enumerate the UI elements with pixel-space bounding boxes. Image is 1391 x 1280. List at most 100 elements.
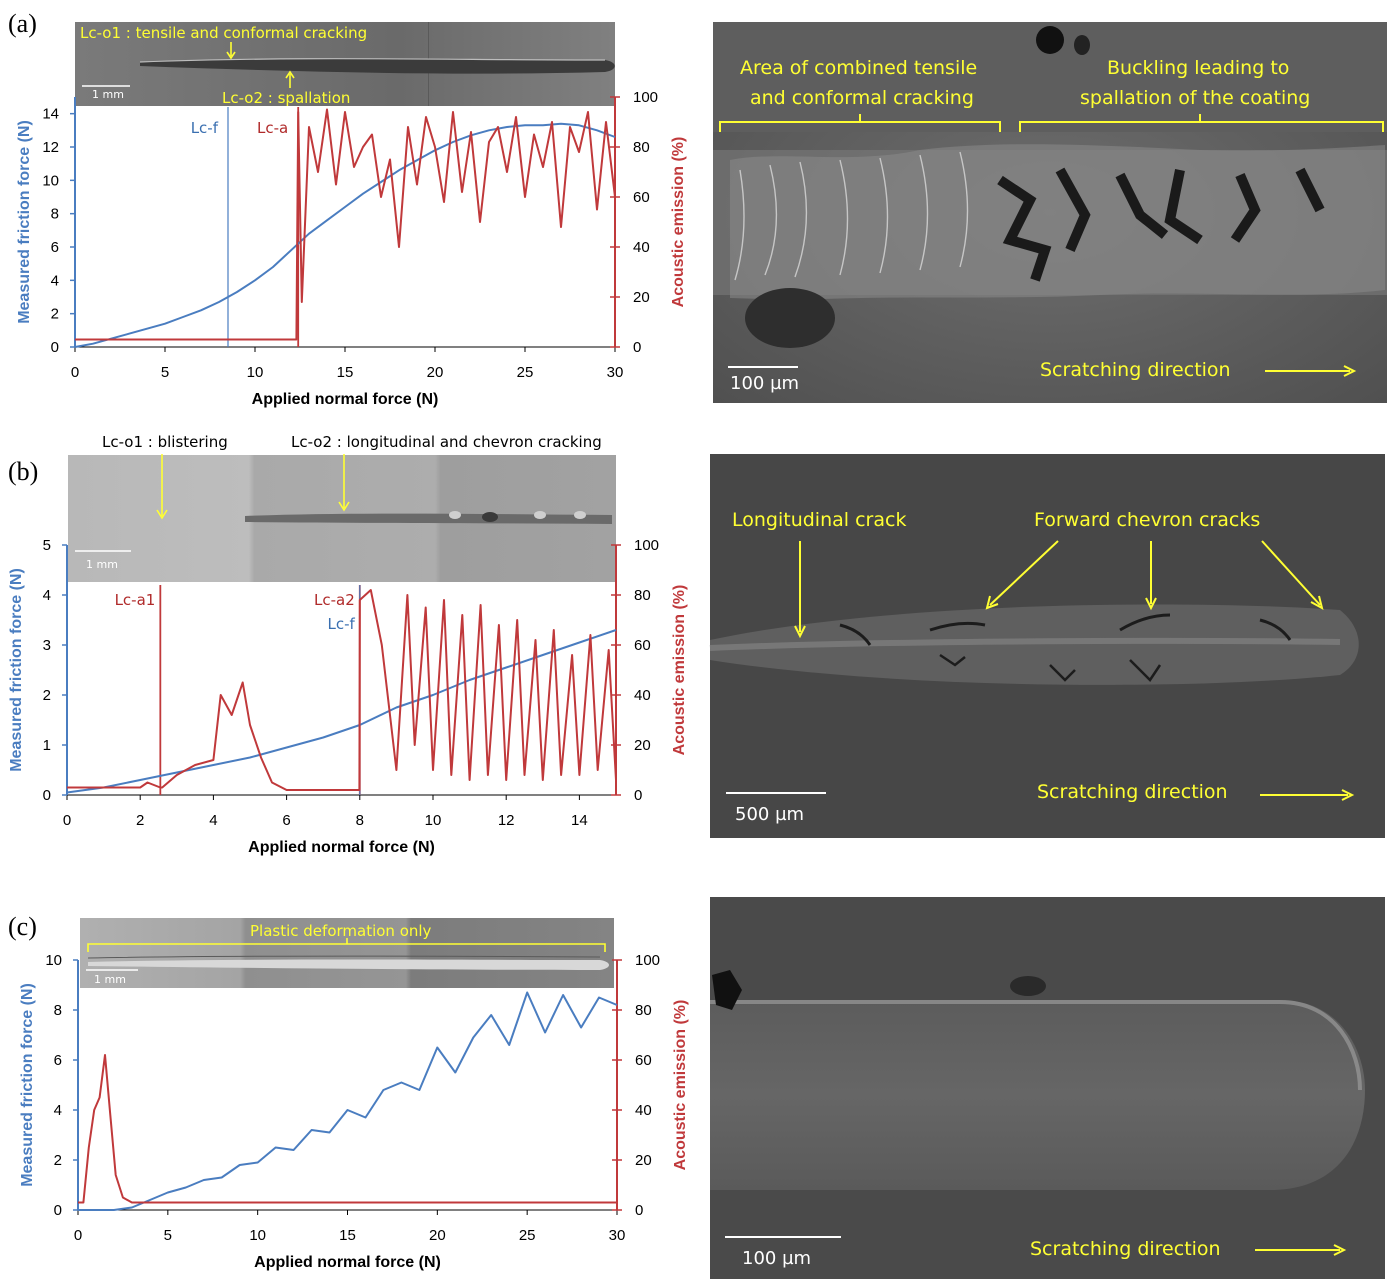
y-tick-label: 0 [54,1202,62,1219]
y-tick-label: 4 [54,1102,62,1119]
scale-label-b: 1 mm [86,558,118,571]
marker-label: Lc-a1 [115,591,156,609]
y-axis-label: Measured friction force (N) [8,568,25,772]
sem-image-b: Longitudinal crack Forward chevron crack… [709,454,1385,838]
annotation-lc-o2-a: Lc-o2 : spallation [222,89,350,107]
sem-label-a-1: Area of combined tensile [740,57,977,79]
y2-tick-label: 100 [635,952,660,969]
optical-image-c: 1 mm Plastic deformation only [80,918,614,988]
x-axis-label: Applied normal force (N) [254,1254,441,1271]
y-tick-label: 0 [43,787,51,804]
sem-scale-a: 100 µm [730,373,799,394]
x-tick-label: 12 [498,812,515,829]
y-tick-label: 0 [51,339,59,356]
x-tick-label: 30 [607,364,624,381]
sem-label-b-2: Forward chevron cracks [1034,509,1260,531]
bracket-plastic [87,938,606,952]
sem-label-a-2: and conformal cracking [750,87,974,109]
arrow-chevron-1 [989,540,1059,606]
friction-series [66,629,617,794]
x-tick-label: 25 [517,364,534,381]
x-tick-label: 6 [282,812,290,829]
sem-scale-b: 500 µm [735,804,804,825]
x-tick-label: 4 [209,812,217,829]
x-tick-label: 15 [337,364,354,381]
annotation-lc-o2-b: Lc-o2 : longitudinal and chevron crackin… [291,433,602,451]
chart-a: 0 5 10 15 20 25 30 0 2 4 6 8 10 12 14 0 20 40 60 80 100 Appli… [16,89,687,408]
y-tick-label: 6 [54,1052,62,1069]
x-axis-label: Applied normal force (N) [252,391,439,408]
x-tick-label: 5 [164,1227,172,1244]
panel-label-b: (b) [8,457,38,486]
y-tick-label: 10 [42,172,59,189]
annotation-lc-o1-a: Lc-o1 : tensile and conformal cracking [80,24,367,42]
acoustic-series [75,108,616,341]
panel-a: (a) 1 mm Lc-o1 : tensile and conformal c… [8,9,1387,408]
x-tick-label: 10 [249,1227,266,1244]
y-tick-label: 2 [43,687,51,704]
sem-image-a: Area of combined tensile and conformal c… [713,22,1387,403]
panel-c: (c) 1 mm Plastic deformation only 0 5 10 15… [8,897,1385,1279]
x-tick-label: 0 [71,364,79,381]
y2-axis-label: Acoustic emission (%) [670,137,687,308]
y-tick-label: 12 [42,139,59,156]
bracket-buckling [1019,114,1384,132]
bracket-tensile [719,114,1001,132]
marker-label: Lc-f [327,615,355,633]
scale-label-c: 1 mm [94,973,126,986]
y2-tick-label: 100 [633,89,658,106]
y2-tick-label: 20 [634,737,651,754]
y-axis-label: Measured friction force (N) [19,983,36,1187]
y2-axis-label: Acoustic emission (%) [671,585,688,756]
acoustic-series [78,1054,617,1204]
x-tick-label: 0 [74,1227,82,1244]
sem-direction-b: Scratching direction [1037,781,1228,803]
panel-label-c: (c) [8,912,37,941]
scale-label-a: 1 mm [92,88,124,101]
y-tick-label: 14 [42,106,59,123]
y2-tick-label: 40 [635,1102,652,1119]
x-axis-label: Applied normal force (N) [248,839,435,856]
y2-tick-label: 80 [635,1002,652,1019]
y2-tick-label: 80 [634,587,651,604]
x-tick-label: 5 [161,364,169,381]
panel-label-a: (a) [8,9,37,38]
y-tick-label: 10 [45,952,62,969]
y2-axis-label: Acoustic emission (%) [672,1000,689,1171]
x-tick-label: 14 [571,812,588,829]
y2-tick-label: 0 [633,339,641,356]
y-tick-label: 2 [54,1152,62,1169]
friction-series [78,991,618,1211]
y2-tick-label: 100 [634,537,659,554]
optical-image-a: 1 mm Lc-o1 : tensile and conformal crack… [75,22,615,107]
y2-tick-label: 80 [633,139,650,156]
y2-tick-label: 40 [633,239,650,256]
panel-b: (b) Lc-o1 : blistering Lc-o2 : longitudi… [8,433,1385,856]
y2-tick-label: 60 [634,637,651,654]
sem-label-a-4: spallation of the coating [1080,87,1310,109]
friction-series [74,122,616,348]
y2-tick-label: 0 [635,1202,643,1219]
y2-tick-label: 20 [633,289,650,306]
y2-tick-label: 60 [635,1052,652,1069]
x-tick-label: 25 [519,1227,536,1244]
y-axis-label: Measured friction force (N) [16,120,33,324]
marker-label: Lc-a2 [314,591,355,609]
sem-direction-a: Scratching direction [1040,359,1231,381]
y2-tick-label: 0 [634,787,642,804]
y-tick-label: 8 [54,1002,62,1019]
x-tick-label: 20 [427,364,444,381]
y-tick-label: 2 [51,306,59,323]
x-tick-label: 10 [247,364,264,381]
sem-image-c: Scratching direction 100 µm [710,897,1385,1279]
y-tick-label: 4 [51,272,59,289]
annotation-lc-o1-b: Lc-o1 : blistering [102,433,228,451]
y2-tick-label: 40 [634,687,651,704]
y-tick-label: 1 [43,737,51,754]
y2-tick-label: 20 [635,1152,652,1169]
y2-tick-label: 60 [633,189,650,206]
x-tick-label: 2 [136,812,144,829]
